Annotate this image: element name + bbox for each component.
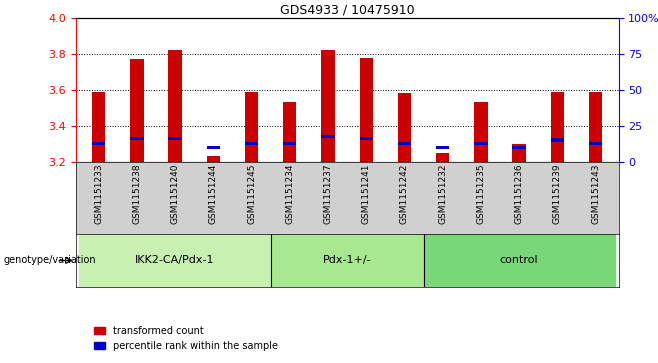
Text: GSM1151237: GSM1151237 (324, 164, 332, 224)
Bar (92, 142, 105, 145)
Text: GSM1151239: GSM1151239 (553, 164, 562, 224)
Text: GSM1151236: GSM1151236 (515, 164, 524, 224)
Bar (513, 144, 526, 162)
Text: GSM1151235: GSM1151235 (476, 164, 486, 224)
Text: control: control (500, 256, 538, 265)
Bar (283, 142, 297, 145)
Bar (589, 91, 602, 162)
Bar (551, 138, 564, 142)
Bar (168, 50, 182, 162)
Bar (245, 142, 258, 145)
Bar (359, 58, 373, 162)
Bar (130, 60, 143, 162)
Text: GSM1151242: GSM1151242 (400, 164, 409, 224)
Bar (589, 142, 602, 145)
Text: GSM1151245: GSM1151245 (247, 164, 256, 224)
Bar (474, 142, 488, 145)
Bar (270, 234, 424, 287)
Text: IKK2-CA/Pdx-1: IKK2-CA/Pdx-1 (136, 256, 215, 265)
Bar (130, 136, 143, 140)
Text: genotype/variation: genotype/variation (3, 256, 96, 265)
Text: GSM1151240: GSM1151240 (170, 164, 180, 224)
Text: GSM1151243: GSM1151243 (591, 164, 600, 224)
Text: GSM1151233: GSM1151233 (94, 164, 103, 224)
Text: GSM1151238: GSM1151238 (132, 164, 141, 224)
Bar (551, 91, 564, 162)
Bar (474, 102, 488, 162)
Bar (283, 102, 297, 162)
Bar (397, 142, 411, 145)
Bar (436, 152, 449, 162)
Bar (245, 91, 258, 162)
Bar (397, 93, 411, 162)
Bar (207, 146, 220, 149)
Text: GSM1151234: GSM1151234 (286, 164, 294, 224)
Bar (359, 136, 373, 140)
Bar (321, 50, 335, 162)
Text: GSM1151232: GSM1151232 (438, 164, 447, 224)
Bar (424, 234, 615, 287)
Legend: transformed count, percentile rank within the sample: transformed count, percentile rank withi… (93, 326, 278, 351)
Bar (168, 136, 182, 140)
Bar (321, 135, 335, 138)
Bar (92, 91, 105, 162)
Text: Pdx-1+/-: Pdx-1+/- (323, 256, 371, 265)
Text: GSM1151241: GSM1151241 (362, 164, 370, 224)
Bar (80, 234, 270, 287)
Bar (513, 146, 526, 149)
Title: GDS4933 / 10475910: GDS4933 / 10475910 (280, 4, 415, 17)
Text: GSM1151244: GSM1151244 (209, 164, 218, 224)
Bar (436, 146, 449, 149)
Bar (207, 156, 220, 162)
